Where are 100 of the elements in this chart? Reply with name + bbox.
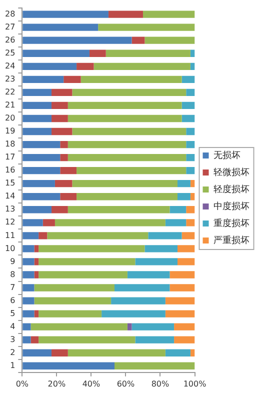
y-tick-label: 23 <box>4 74 16 84</box>
x-tick-label: 0% <box>16 379 29 388</box>
bar <box>170 206 186 214</box>
y-tick-label: 12 <box>4 218 16 227</box>
bar <box>38 245 145 252</box>
bar <box>165 219 186 226</box>
bar <box>52 102 68 110</box>
bar <box>190 193 195 200</box>
bar <box>52 349 68 356</box>
bar <box>76 193 178 200</box>
y-tick-label: 28 <box>4 9 16 18</box>
y-tick-label: 2 <box>10 348 16 357</box>
y-tick-label: 3 <box>10 334 16 344</box>
bar <box>60 140 68 148</box>
bar <box>177 193 190 200</box>
bar <box>22 349 52 356</box>
bar <box>38 258 136 266</box>
y-tick-label: 26 <box>4 35 16 44</box>
bar <box>34 245 39 252</box>
bar <box>22 154 60 162</box>
x-tick-label: 80% <box>151 379 170 388</box>
bar <box>22 297 34 304</box>
bar <box>34 284 115 292</box>
bar <box>89 50 106 57</box>
bar <box>186 206 195 214</box>
bar <box>60 193 77 200</box>
bar <box>165 297 195 304</box>
y-tick-label: 17 <box>4 152 16 162</box>
bar <box>22 336 31 344</box>
bar <box>72 128 186 136</box>
bar <box>22 232 39 240</box>
legend-label: 中度损坏 <box>213 200 250 212</box>
bar <box>30 323 128 330</box>
bar <box>22 180 55 188</box>
x-tick-label: 20% <box>48 379 66 388</box>
bar <box>38 232 48 240</box>
y-tick-label: 7 <box>10 282 16 292</box>
y-tick-label: 13 <box>4 204 16 214</box>
bar <box>68 154 186 162</box>
bar <box>177 180 190 188</box>
bar <box>22 166 60 174</box>
bar <box>22 76 64 83</box>
bar <box>148 232 182 240</box>
bar <box>182 76 195 83</box>
bar <box>42 219 55 226</box>
bar <box>54 219 166 226</box>
bar <box>34 297 112 304</box>
bar <box>182 102 195 110</box>
bar <box>190 50 195 57</box>
bar <box>165 349 190 356</box>
x-tick-label: 40% <box>82 379 100 388</box>
bar <box>22 128 52 136</box>
bar <box>144 36 195 44</box>
legend-label: 无损坏 <box>213 150 240 161</box>
bar <box>52 88 72 96</box>
bar <box>80 76 182 83</box>
bar <box>52 128 72 136</box>
bar <box>186 140 195 148</box>
bar <box>22 245 34 252</box>
bar <box>106 50 190 57</box>
bar <box>22 362 115 370</box>
bar <box>38 310 102 318</box>
bar <box>142 10 195 18</box>
bar <box>22 258 34 266</box>
y-tick-label: 8 <box>10 270 16 279</box>
bar <box>22 323 31 330</box>
bar <box>102 310 166 318</box>
x-tick-label: 60% <box>116 379 136 388</box>
bar <box>34 258 39 266</box>
bar <box>190 180 195 188</box>
bar <box>68 349 166 356</box>
bar <box>174 323 195 330</box>
bar <box>170 271 195 278</box>
bar <box>52 206 68 214</box>
bar <box>22 310 34 318</box>
bar <box>22 219 43 226</box>
bar <box>182 114 195 122</box>
y-tick-label: 16 <box>4 166 16 175</box>
bar <box>186 88 195 96</box>
bar <box>22 36 132 44</box>
bar <box>174 336 195 344</box>
legend-label: 严重损坏 <box>213 234 250 246</box>
bar <box>94 62 190 70</box>
bar <box>22 284 34 292</box>
bar <box>135 336 174 344</box>
bar <box>52 114 68 122</box>
bar <box>68 206 170 214</box>
bar <box>98 24 195 31</box>
bar <box>186 154 195 162</box>
y-tick-label: 9 <box>10 256 16 266</box>
bar <box>190 349 195 356</box>
bar <box>190 62 195 70</box>
bar <box>38 271 128 278</box>
bar <box>111 297 166 304</box>
y-tick-label: 6 <box>10 296 16 305</box>
bar <box>54 180 72 188</box>
bar <box>135 258 178 266</box>
bar <box>64 76 81 83</box>
y-tick-label: 14 <box>4 192 16 201</box>
y-tick-label: 10 <box>4 244 16 253</box>
